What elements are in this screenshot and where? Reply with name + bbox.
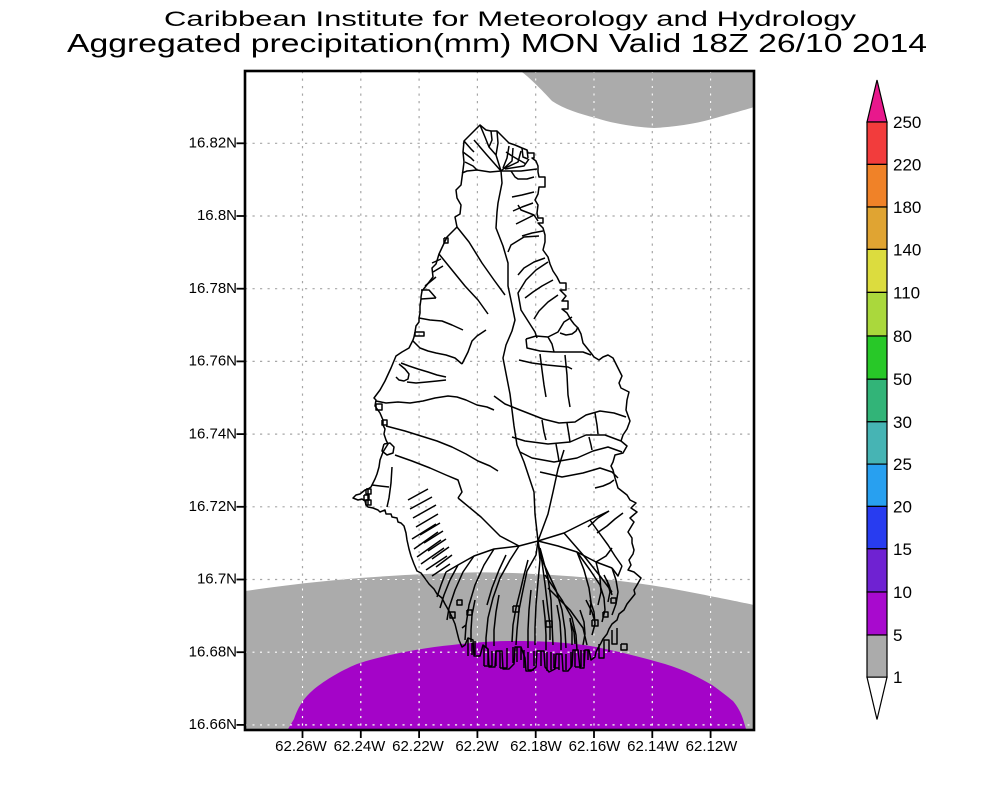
svg-text:62.12W: 62.12W [686, 738, 739, 755]
svg-text:180: 180 [893, 198, 921, 217]
svg-text:62.2W: 62.2W [455, 738, 499, 755]
svg-text:20: 20 [893, 497, 912, 516]
svg-text:16.7N: 16.7N [197, 571, 237, 588]
svg-text:25: 25 [893, 455, 912, 474]
svg-text:62.26W: 62.26W [275, 738, 328, 755]
svg-text:5: 5 [893, 626, 902, 645]
svg-text:220: 220 [893, 155, 921, 174]
svg-text:16.66N: 16.66N [189, 716, 237, 733]
svg-text:62.24W: 62.24W [334, 738, 387, 755]
svg-text:10: 10 [893, 583, 912, 602]
svg-text:16.68N: 16.68N [189, 643, 237, 660]
svg-text:62.14W: 62.14W [627, 738, 680, 755]
svg-text:140: 140 [893, 240, 921, 259]
svg-text:16.72N: 16.72N [189, 498, 237, 515]
svg-text:16.76N: 16.76N [189, 353, 237, 370]
svg-text:Caribbean Institute for Meteor: Caribbean Institute for Meteorology and … [164, 7, 856, 31]
svg-text:110: 110 [893, 283, 920, 302]
svg-text:50: 50 [893, 370, 912, 389]
svg-text:16.78N: 16.78N [189, 280, 237, 297]
svg-text:250: 250 [893, 113, 921, 132]
svg-text:30: 30 [893, 413, 912, 432]
svg-text:1: 1 [893, 668, 902, 687]
svg-text:15: 15 [893, 540, 912, 559]
svg-text:Aggregated precipitation(mm) M: Aggregated precipitation(mm) MON Valid 1… [67, 28, 927, 58]
svg-text:16.8N: 16.8N [197, 207, 237, 224]
svg-text:80: 80 [893, 327, 912, 346]
svg-text:16.74N: 16.74N [189, 425, 237, 442]
svg-text:62.16W: 62.16W [569, 738, 622, 755]
svg-text:16.82N: 16.82N [189, 135, 237, 152]
svg-text:62.22W: 62.22W [392, 738, 445, 755]
svg-text:62.18W: 62.18W [510, 738, 563, 755]
